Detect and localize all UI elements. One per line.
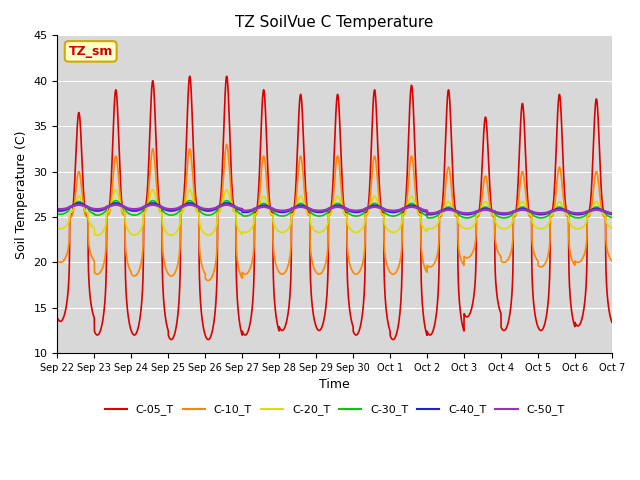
C-05_T: [608, 319, 616, 325]
C-05_T: [223, 73, 230, 79]
Line: C-50_T: C-50_T: [58, 204, 612, 213]
C-50_T: [608, 210, 616, 216]
C-30_T: [242, 213, 250, 219]
C-05_T: [459, 324, 467, 330]
C-05_T: [316, 327, 324, 333]
C-20_T: [585, 212, 593, 218]
C-40_T: [475, 208, 483, 214]
C-10_T: [475, 213, 483, 219]
C-20_T: [475, 212, 483, 217]
C-05_T: [585, 209, 593, 215]
Text: TZ_sm: TZ_sm: [68, 45, 113, 58]
Title: TZ SoilVue C Temperature: TZ SoilVue C Temperature: [236, 15, 434, 30]
C-10_T: [585, 214, 593, 220]
C-40_T: [578, 211, 586, 216]
C-30_T: [316, 213, 324, 219]
C-40_T: [242, 209, 250, 215]
Line: C-20_T: C-20_T: [58, 190, 612, 235]
C-30_T: [459, 214, 467, 220]
C-20_T: [608, 225, 616, 231]
C-10_T: [242, 271, 250, 277]
Line: C-10_T: C-10_T: [58, 144, 612, 280]
C-50_T: [585, 208, 593, 214]
C-10_T: [316, 271, 324, 277]
C-40_T: [54, 207, 61, 213]
C-20_T: [316, 229, 324, 235]
C-20_T: [54, 225, 61, 231]
C-50_T: [459, 210, 467, 216]
C-30_T: [578, 215, 586, 220]
Line: C-30_T: C-30_T: [58, 201, 612, 218]
C-50_T: [54, 206, 61, 212]
C-10_T: [459, 261, 467, 266]
C-05_T: [204, 336, 212, 342]
C-10_T: [204, 277, 212, 283]
C-50_T: [475, 208, 483, 214]
C-20_T: [204, 232, 212, 238]
C-30_T: [426, 215, 434, 221]
C-05_T: [578, 316, 586, 322]
C-10_T: [608, 258, 616, 264]
C-30_T: [223, 198, 230, 204]
C-20_T: [459, 225, 467, 230]
C-50_T: [578, 210, 586, 216]
C-40_T: [223, 201, 230, 206]
Line: C-05_T: C-05_T: [58, 76, 612, 339]
C-10_T: [223, 142, 230, 147]
C-50_T: [242, 208, 250, 214]
C-40_T: [459, 211, 467, 216]
X-axis label: Time: Time: [319, 378, 350, 392]
C-40_T: [608, 211, 616, 217]
C-30_T: [608, 215, 616, 220]
C-05_T: [54, 315, 61, 321]
C-50_T: [316, 208, 324, 214]
C-30_T: [475, 209, 483, 215]
C-40_T: [426, 211, 434, 217]
C-20_T: [223, 187, 230, 192]
Y-axis label: Soil Temperature (C): Soil Temperature (C): [15, 130, 28, 259]
Line: C-40_T: C-40_T: [58, 204, 612, 214]
C-30_T: [585, 209, 593, 215]
C-40_T: [316, 209, 324, 215]
C-20_T: [242, 229, 250, 235]
C-05_T: [475, 212, 483, 218]
C-40_T: [585, 208, 593, 214]
C-10_T: [54, 258, 61, 264]
C-50_T: [223, 202, 230, 207]
C-30_T: [54, 211, 61, 217]
C-20_T: [578, 225, 586, 230]
C-10_T: [578, 257, 586, 263]
Legend: C-05_T, C-10_T, C-20_T, C-30_T, C-40_T, C-50_T: C-05_T, C-10_T, C-20_T, C-30_T, C-40_T, …: [100, 400, 569, 420]
C-05_T: [242, 332, 250, 337]
C-50_T: [426, 210, 434, 216]
